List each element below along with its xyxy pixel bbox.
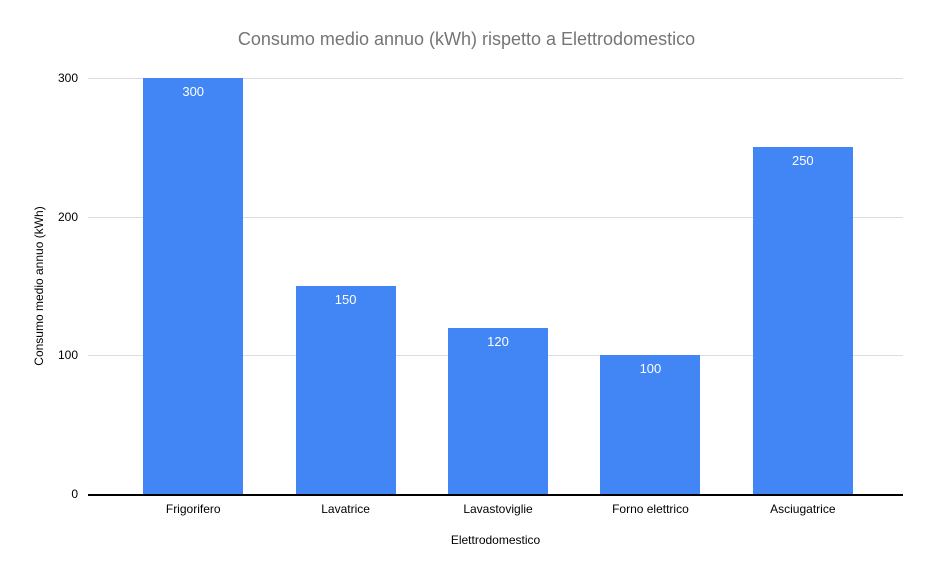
bars-area: 300 150 120 100 250 xyxy=(117,78,879,494)
bar-lavastoviglie: 120 xyxy=(448,327,549,494)
bar-frigorifero: 300 xyxy=(143,78,244,494)
bar-value-label: 100 xyxy=(639,361,662,377)
bar-slot: 100 xyxy=(574,78,726,494)
x-category-label: Forno elettrico xyxy=(612,502,689,516)
bar-value-label: 300 xyxy=(182,84,205,99)
y-tick-label: 100 xyxy=(57,348,78,363)
bar-asciugatrice: 250 xyxy=(752,147,853,494)
x-category-label: Lavastoviglie xyxy=(463,502,533,516)
bar-forno-elettrico: 100 xyxy=(600,355,701,494)
gridline xyxy=(88,78,903,79)
x-category-label: Asciugatrice xyxy=(770,502,836,516)
bar-slot: 150 xyxy=(269,78,421,494)
x-category-labels: Frigorifero Lavatrice Lavastoviglie Forno e… xyxy=(117,501,879,517)
x-category-label: Frigorifero xyxy=(165,502,221,516)
plot-area: 300 150 120 100 250 xyxy=(88,78,903,496)
y-tick-label: 0 xyxy=(71,487,78,501)
chart-title: Consumo medio annuo (kWh) rispetto a Ele… xyxy=(237,29,696,49)
x-axis-title: Elettrodomestico xyxy=(450,533,541,547)
bar-value-label: 150 xyxy=(334,292,357,307)
y-axis-title: Consumo medio annuo (kWh) xyxy=(32,206,46,366)
bar-lavatrice: 150 xyxy=(295,286,396,494)
bar-value-label: 250 xyxy=(791,153,814,169)
x-category-label: Lavatrice xyxy=(321,502,370,516)
bar-slot: 120 xyxy=(422,78,574,494)
bar-slot: 300 xyxy=(117,78,269,494)
bar-value-label: 120 xyxy=(487,333,509,349)
bar-slot: 250 xyxy=(727,78,879,494)
y-tick-label: 200 xyxy=(57,209,78,224)
gridline xyxy=(88,216,903,218)
y-tick-label: 300 xyxy=(57,71,78,85)
